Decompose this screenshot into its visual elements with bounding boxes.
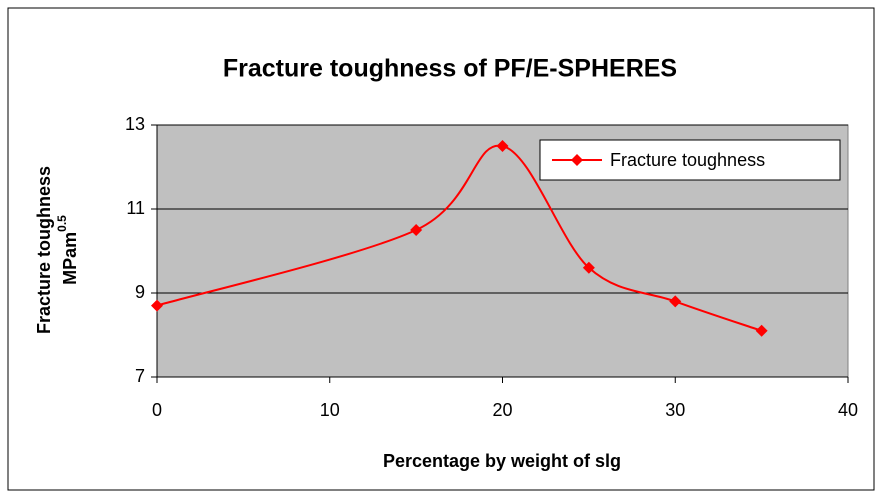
y-tick-label: 13 <box>125 114 145 134</box>
y-axis-label-group: Fracture toughness MPam0.5 <box>34 166 80 334</box>
y-tick-label: 7 <box>135 366 145 386</box>
y-tick-label: 11 <box>126 198 145 218</box>
x-tick-label: 40 <box>838 400 858 420</box>
x-tick-label: 20 <box>492 400 512 420</box>
x-tick-label: 0 <box>152 400 162 420</box>
x-tick-label: 30 <box>665 400 685 420</box>
marker <box>410 224 423 236</box>
chart-title: Fracture toughness of PF/E-SPHERES <box>223 55 677 83</box>
marker <box>669 295 682 308</box>
y-axis-label: Fracture toughness <box>34 166 54 334</box>
y-tick-label: 9 <box>135 282 145 302</box>
y-axis-unit: MPam0.5 <box>55 215 80 285</box>
marker <box>582 261 595 274</box>
x-axis-label: Percentage by weight of slg <box>383 451 621 471</box>
y-unit: MPam <box>60 232 80 285</box>
legend-label: Fracture toughness <box>610 150 765 170</box>
marker <box>151 299 163 312</box>
marker <box>496 140 509 152</box>
x-tick-label: 10 <box>320 400 340 420</box>
marker <box>755 324 768 337</box>
y-unit-exponent: 0.5 <box>55 215 69 232</box>
legend-marker <box>571 154 583 166</box>
